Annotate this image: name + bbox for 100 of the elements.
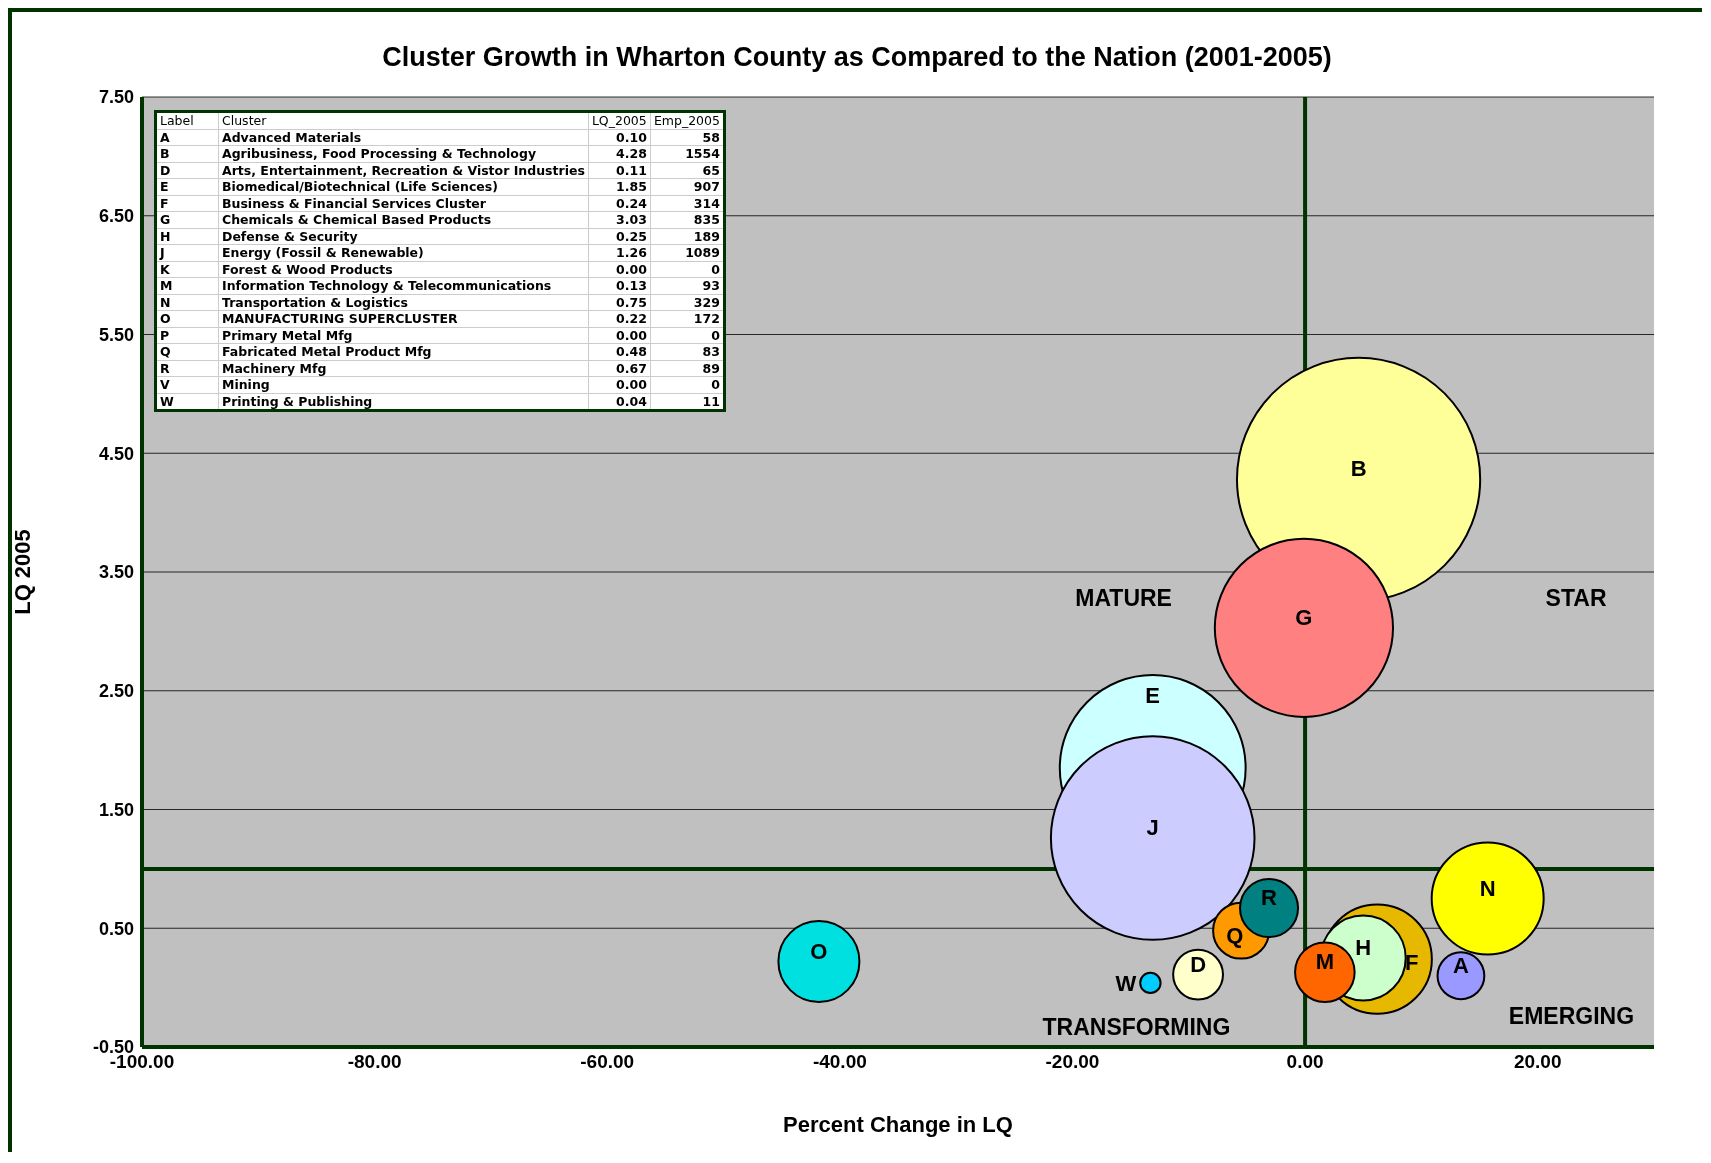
x-tick-label: 0.00 <box>1286 1051 1324 1073</box>
annotation: 0 <box>650 327 725 344</box>
annotation: F <box>155 195 219 212</box>
annotation: 58 <box>650 129 725 146</box>
annotation: N <box>155 294 219 311</box>
series-label: R <box>1261 885 1278 911</box>
annotation: 0.04 <box>588 393 651 411</box>
annotation: 0.48 <box>588 343 651 360</box>
annotation: 329 <box>650 294 725 311</box>
y-tick-label: 6.50 <box>98 206 134 227</box>
annotation: Arts, Entertainment, Recreation & Vistor Industries <box>218 162 589 179</box>
annotation: 0.75 <box>588 294 651 311</box>
series-label: B <box>1350 456 1367 482</box>
annotation: Printing & Publishing <box>218 393 589 411</box>
annotation: K <box>155 261 219 278</box>
series-label: W <box>1115 970 1137 996</box>
annotation: 1.85 <box>588 178 651 195</box>
annotation: 0.67 <box>588 360 651 377</box>
x-tick-label: -80.00 <box>347 1051 402 1073</box>
annotation: 1.26 <box>588 244 651 261</box>
annotation: 907 <box>650 178 725 195</box>
annotation: P <box>155 327 219 344</box>
annotation: H <box>155 228 219 245</box>
annotation: 4.28 <box>588 145 651 162</box>
annotation: 835 <box>650 211 725 228</box>
annotation: 1089 <box>650 244 725 261</box>
annotation: 0.10 <box>588 129 651 146</box>
annotation: Business & Financial Services Cluster <box>218 195 589 212</box>
x-tick-label: 20.00 <box>1513 1051 1562 1073</box>
x-tick-label: -20.00 <box>1045 1051 1100 1073</box>
annotation: Cluster <box>218 111 589 129</box>
annotation: B <box>155 145 219 162</box>
annotation: Label <box>155 111 219 129</box>
series-label: M <box>1315 949 1335 975</box>
annotation: 0.24 <box>588 195 651 212</box>
series-label: H <box>1355 934 1372 960</box>
annotation: 93 <box>650 277 725 294</box>
series-label: F <box>1404 949 1419 975</box>
annotation: Agribusiness, Food Processing & Technology <box>218 145 589 162</box>
annotation: Advanced Materials <box>218 129 589 146</box>
annotation: R <box>155 360 219 377</box>
series-label: D <box>1190 951 1207 977</box>
annotation: Mining <box>218 376 589 393</box>
annotation: Primary Metal Mfg <box>218 327 589 344</box>
y-tick-label: 7.50 <box>98 87 134 108</box>
annotation: Defense & Security <box>218 228 589 245</box>
annotation: Transportation & Logistics <box>218 294 589 311</box>
series-label: Q <box>1226 923 1244 949</box>
series-label: O <box>810 938 828 964</box>
y-axis-title: LQ 2005 <box>9 529 35 615</box>
annotation: 314 <box>650 195 725 212</box>
annotation: Emp_2005 <box>650 111 725 129</box>
annotation: EMERGING <box>1508 1002 1635 1030</box>
annotation: Forest & Wood Products <box>218 261 589 278</box>
y-tick-label: 5.50 <box>98 324 134 345</box>
annotation: W <box>155 393 219 411</box>
x-tick-label: -60.00 <box>580 1051 635 1073</box>
series-label: G <box>1295 604 1313 630</box>
x-axis-title: Percent Change in LQ <box>783 1112 1013 1137</box>
annotation: 0.00 <box>588 376 651 393</box>
annotation: LQ_2005 <box>588 111 651 129</box>
annotation: 0.00 <box>588 327 651 344</box>
annotation: 83 <box>650 343 725 360</box>
annotation: A <box>155 129 219 146</box>
annotation: MATURE <box>1075 584 1172 612</box>
annotation: M <box>155 277 219 294</box>
annotation: Energy (Fossil & Renewable) <box>218 244 589 261</box>
annotation: O <box>155 310 219 327</box>
x-tick-label: -40.00 <box>812 1051 867 1073</box>
annotation: 89 <box>650 360 725 377</box>
chart-title: Cluster Growth in Wharton County as Compared to the Nation (2001-2005) <box>381 42 1333 73</box>
annotation: E <box>155 178 219 195</box>
annotation: MANUFACTURING SUPERCLUSTER <box>218 310 589 327</box>
annotation: 3.03 <box>588 211 651 228</box>
y-tick-label: 0.50 <box>98 918 134 939</box>
series-label: J <box>1146 815 1159 840</box>
annotation: D <box>155 162 219 179</box>
annotation: V <box>155 376 219 393</box>
annotation: Q <box>155 343 219 360</box>
annotation: Information Technology & Telecommunications <box>218 277 589 294</box>
y-tick-label: 4.50 <box>98 443 134 464</box>
annotation: 0.11 <box>588 162 651 179</box>
annotation: Machinery Mfg <box>218 360 589 377</box>
y-tick-label: 3.50 <box>98 562 134 583</box>
annotation: 172 <box>650 310 725 327</box>
annotation: 0 <box>650 376 725 393</box>
annotation: 11 <box>650 393 725 411</box>
annotation: TRANSFORMING <box>1042 1013 1231 1041</box>
annotation: Biomedical/Biotechnical (Life Sciences) <box>218 178 589 195</box>
annotation: G <box>155 211 219 228</box>
annotation: J <box>155 244 219 261</box>
annotation: 0.13 <box>588 277 651 294</box>
y-tick-label: 2.50 <box>98 681 134 702</box>
annotation: Chemicals & Chemical Based Products <box>218 211 589 228</box>
series-label: N <box>1479 875 1496 901</box>
series-label: E <box>1145 682 1161 708</box>
annotation: 189 <box>650 228 725 245</box>
series-label: A <box>1452 952 1469 978</box>
annotation: 65 <box>650 162 725 179</box>
annotation: 0.22 <box>588 310 651 327</box>
